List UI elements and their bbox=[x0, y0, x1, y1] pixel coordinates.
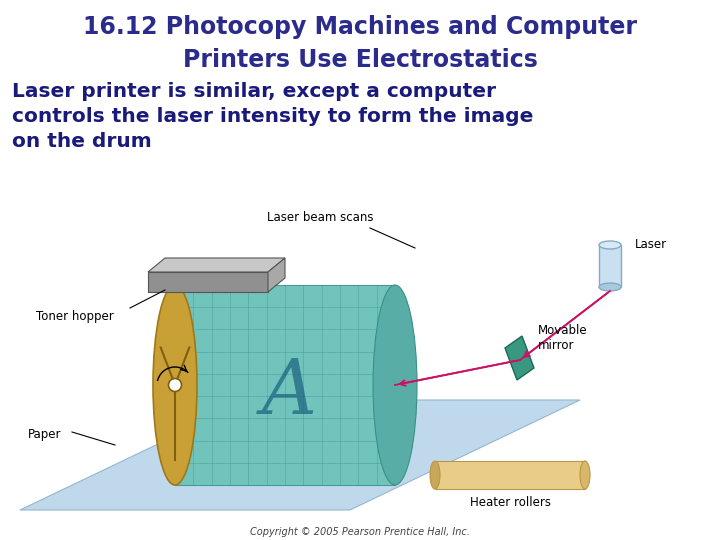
Ellipse shape bbox=[599, 241, 621, 249]
Ellipse shape bbox=[430, 461, 440, 489]
Ellipse shape bbox=[373, 285, 417, 485]
Polygon shape bbox=[148, 272, 268, 292]
Polygon shape bbox=[175, 285, 395, 485]
Polygon shape bbox=[148, 258, 285, 272]
Text: Laser printer is similar, except a computer
controls the laser intensity to form: Laser printer is similar, except a compu… bbox=[12, 82, 534, 151]
Ellipse shape bbox=[599, 283, 621, 291]
Ellipse shape bbox=[580, 461, 590, 489]
Text: Copyright © 2005 Pearson Prentice Hall, Inc.: Copyright © 2005 Pearson Prentice Hall, … bbox=[250, 527, 470, 537]
Bar bbox=[435, 461, 585, 489]
Polygon shape bbox=[505, 336, 534, 380]
Text: Printers Use Electrostatics: Printers Use Electrostatics bbox=[183, 48, 537, 72]
Text: Movable
mirror: Movable mirror bbox=[538, 324, 588, 352]
Polygon shape bbox=[20, 400, 580, 510]
Text: A: A bbox=[262, 356, 317, 430]
Polygon shape bbox=[268, 258, 285, 292]
Text: Laser beam scans: Laser beam scans bbox=[266, 211, 373, 224]
Bar bbox=[599, 245, 621, 287]
Text: Paper: Paper bbox=[28, 428, 62, 441]
Text: 16.12 Photocopy Machines and Computer: 16.12 Photocopy Machines and Computer bbox=[83, 15, 637, 39]
Text: Heater rollers: Heater rollers bbox=[469, 496, 551, 509]
Circle shape bbox=[168, 379, 181, 392]
Ellipse shape bbox=[153, 285, 197, 485]
Text: Laser: Laser bbox=[635, 239, 667, 252]
Text: Toner hopper: Toner hopper bbox=[36, 310, 114, 323]
